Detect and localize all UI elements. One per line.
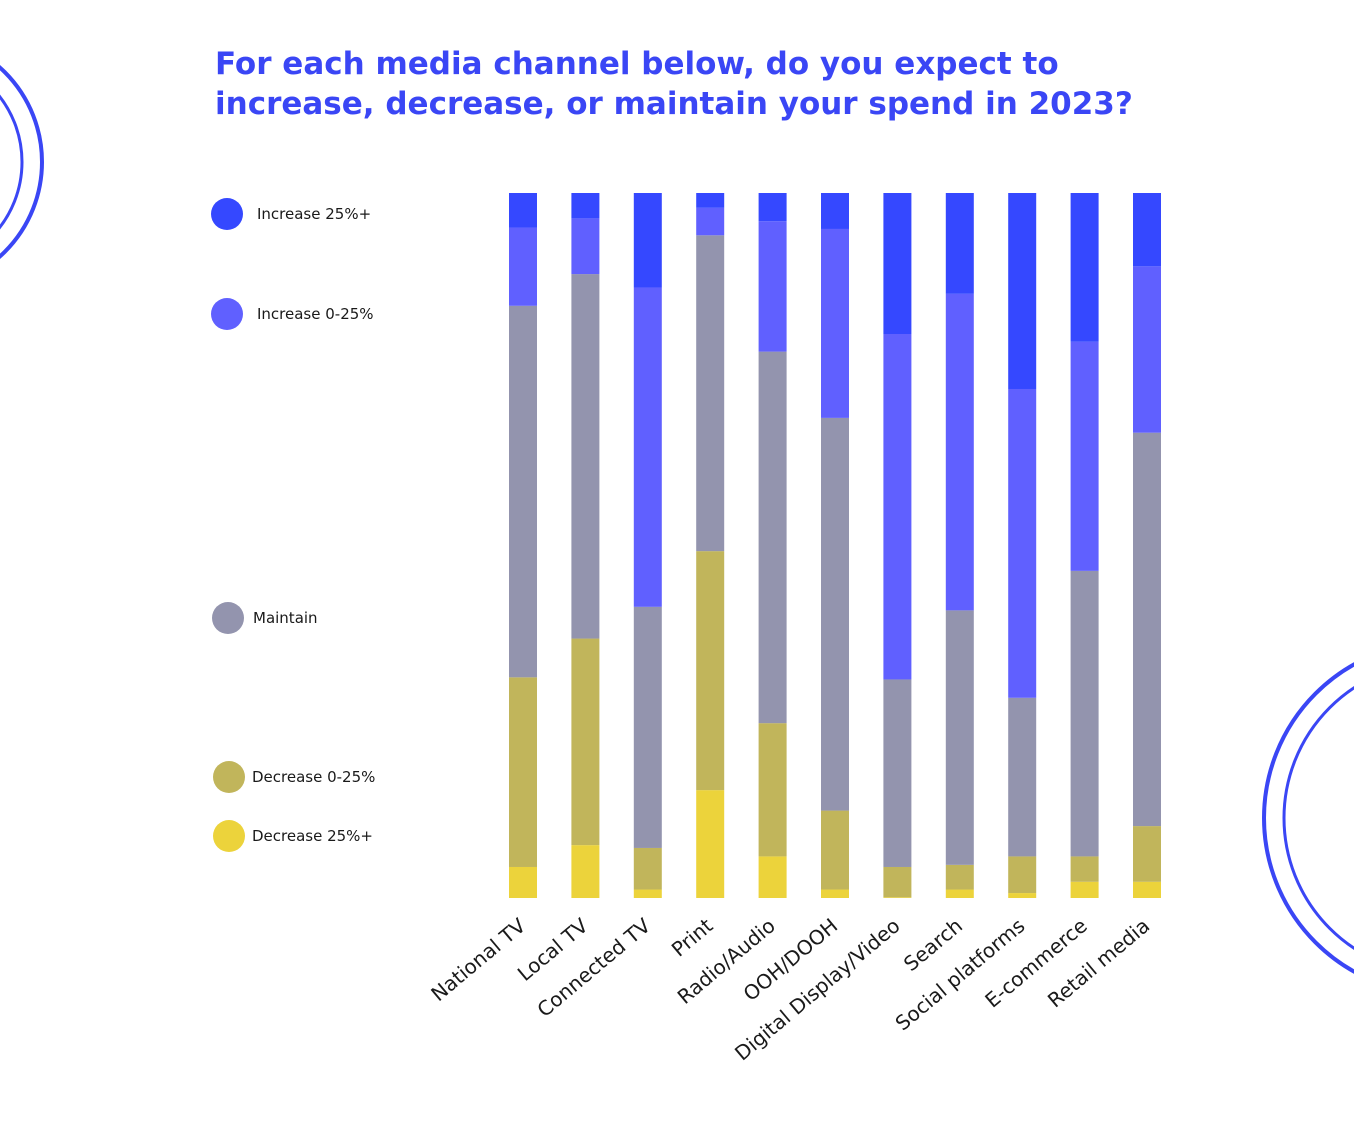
bar-segment-local-tv-increase-25 xyxy=(571,193,600,219)
bar-segment-search-decrease-0-25 xyxy=(945,864,974,890)
decorative-arc-outer xyxy=(1262,662,1354,974)
bar-segment-local-tv-decrease-25 xyxy=(571,845,600,899)
bar-segment-retail-media-decrease-25 xyxy=(1133,881,1161,898)
bar-segment-radio-audio-decrease-25 xyxy=(758,856,787,898)
bar-segment-e-commerce-increase-25 xyxy=(1070,193,1099,342)
legend-label-increase-0-25: Increase 0-25% xyxy=(257,305,374,323)
legend-label-increase-25-plus: Increase 25%+ xyxy=(257,205,372,223)
bar-segment-digital-display-video-increase-0-25 xyxy=(883,334,912,680)
chart-title: For each media channel below, do you exp… xyxy=(215,44,1215,124)
legend-swatch-maintain xyxy=(212,602,244,634)
bar-segment-search-decrease-25 xyxy=(945,889,974,898)
bar-segment-local-tv-maintain xyxy=(571,274,600,639)
legend-swatch-decrease-25-plus xyxy=(213,820,245,852)
bar-segment-connected-tv-decrease-0-25 xyxy=(633,847,662,890)
legend-item-decrease-25-plus: Decrease 25%+ xyxy=(213,820,373,852)
decorative-arcs-top-left xyxy=(0,64,44,260)
chart-title-line-1: For each media channel below, do you exp… xyxy=(215,46,1059,82)
bar-segment-e-commerce-increase-0-25 xyxy=(1070,341,1099,571)
bar-segment-retail-media-increase-0-25 xyxy=(1133,266,1161,433)
legend-item-increase-0-25: Increase 0-25% xyxy=(211,298,374,330)
bar-segment-local-tv-decrease-0-25 xyxy=(571,638,600,846)
bar-segment-connected-tv-maintain xyxy=(633,606,662,848)
bar-segment-print-increase-0-25 xyxy=(696,207,725,236)
bar-segment-connected-tv-decrease-25 xyxy=(633,889,662,898)
bar-segment-national-tv-maintain xyxy=(509,305,537,678)
bar-segment-search-maintain xyxy=(945,610,974,865)
bar-segment-radio-audio-maintain xyxy=(758,351,787,724)
legend-item-increase-25-plus: Increase 25%+ xyxy=(211,198,371,230)
bar-segment-retail-media-maintain xyxy=(1133,432,1161,827)
legend-swatch-increase-0-25 xyxy=(211,298,243,330)
bar-segment-digital-display-video-maintain xyxy=(883,679,912,867)
bar-segment-social-platforms-increase-25 xyxy=(1008,193,1037,389)
decorative-arcs-bottom-right xyxy=(1262,662,1354,974)
legend-item-maintain: Maintain xyxy=(212,602,318,634)
bar-segment-connected-tv-increase-25 xyxy=(633,193,662,288)
bar-segment-social-platforms-decrease-0-25 xyxy=(1008,856,1037,894)
legend-swatch-increase-25-plus xyxy=(211,198,243,230)
bar-segment-social-platforms-maintain xyxy=(1008,697,1037,857)
bar-segment-retail-media-decrease-0-25 xyxy=(1133,826,1161,882)
bar-segment-e-commerce-maintain xyxy=(1070,570,1099,857)
bar-segment-print-decrease-25 xyxy=(696,790,725,898)
legend-swatch-decrease-0-25 xyxy=(213,761,245,793)
bar-segment-ooh-dooh-increase-0-25 xyxy=(821,228,849,418)
legend-label-decrease-25-plus: Decrease 25%+ xyxy=(252,827,374,845)
bar-segment-radio-audio-increase-25 xyxy=(758,193,787,222)
bar-segment-search-increase-25 xyxy=(945,193,974,294)
bar-segment-national-tv-decrease-25 xyxy=(509,866,537,898)
x-tick-label-connected-tv: Connected TV xyxy=(532,913,655,1022)
bar-segment-print-maintain xyxy=(696,235,725,552)
bar-segment-national-tv-decrease-0-25 xyxy=(509,677,537,867)
bar-segment-retail-media-increase-25 xyxy=(1133,193,1161,267)
bar-segment-radio-audio-increase-0-25 xyxy=(758,221,787,352)
bar-segment-e-commerce-decrease-0-25 xyxy=(1070,856,1099,882)
bar-segment-connected-tv-increase-0-25 xyxy=(633,287,662,607)
bar-segment-digital-display-video-decrease-25 xyxy=(883,897,912,898)
bar-segment-digital-display-video-increase-25 xyxy=(883,193,912,334)
bar-segment-print-increase-25 xyxy=(696,193,725,208)
legend-item-decrease-0-25: Decrease 0-25% xyxy=(213,761,375,793)
bar-segment-digital-display-video-decrease-0-25 xyxy=(883,866,912,898)
x-tick-label-print: Print xyxy=(667,913,718,961)
legend-label-decrease-0-25: Decrease 0-25% xyxy=(252,768,376,786)
decorative-arc-inner xyxy=(0,94,24,230)
bar-segment-ooh-dooh-increase-25 xyxy=(821,193,849,229)
bar-segment-social-platforms-decrease-25 xyxy=(1008,893,1037,899)
bar-segment-national-tv-increase-25 xyxy=(509,193,537,228)
legend-label-maintain: Maintain xyxy=(253,609,318,627)
bar-segment-local-tv-increase-0-25 xyxy=(571,218,600,275)
bar-segment-search-increase-0-25 xyxy=(945,293,974,611)
bar-segment-social-platforms-increase-0-25 xyxy=(1008,388,1037,698)
bar-segment-ooh-dooh-decrease-0-25 xyxy=(821,810,849,890)
chart-title-line-2: increase, decrease, or maintain your spe… xyxy=(215,86,1133,122)
x-tick-label-national-tv: National TV xyxy=(426,913,530,1006)
bar-segment-national-tv-increase-0-25 xyxy=(509,227,537,306)
bar-segment-ooh-dooh-decrease-25 xyxy=(821,889,849,898)
bars-group xyxy=(509,193,1161,899)
bar-segment-e-commerce-decrease-25 xyxy=(1070,881,1099,898)
bar-segment-print-decrease-0-25 xyxy=(696,551,725,791)
bar-segment-ooh-dooh-maintain xyxy=(821,417,849,811)
decorative-arc-inner xyxy=(1282,686,1354,950)
decorative-arc-outer xyxy=(0,64,44,260)
bar-segment-radio-audio-decrease-0-25 xyxy=(758,723,787,857)
